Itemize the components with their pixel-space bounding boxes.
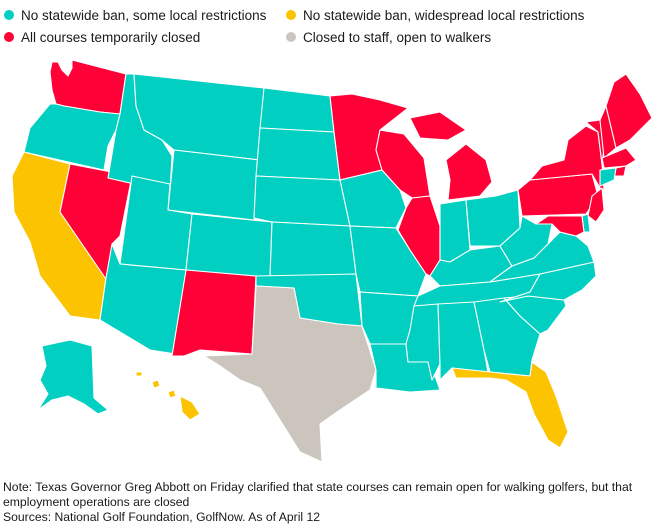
map-legend: No statewide ban, some local restriction… [4, 4, 658, 48]
state-vt [585, 119, 605, 165]
state-nc [499, 261, 597, 303]
state-me [605, 73, 653, 149]
state-ct [599, 167, 617, 187]
us-states-map [11, 59, 653, 463]
legend-swatch-widespread-local [286, 10, 296, 20]
sources-text: Sources: National Golf Foundation, GolfN… [3, 510, 321, 524]
state-ma [601, 147, 637, 169]
legend-swatch-walkers [286, 32, 296, 42]
legend-item-some-local: No statewide ban, some local restriction… [4, 8, 286, 23]
state-ak [37, 339, 109, 415]
map-notes: Note: Texas Governor Greg Abbott on Frid… [3, 480, 653, 525]
legend-label-widespread-local: No statewide ban, widespread local restr… [303, 7, 585, 23]
state-ne [253, 175, 351, 227]
state-nj [587, 187, 605, 223]
state-wy [167, 149, 261, 221]
state-co [185, 213, 273, 279]
state-il [397, 195, 441, 277]
state-tx [203, 285, 377, 463]
legend-swatch-some-local [4, 10, 14, 20]
state-mo [349, 225, 427, 297]
legend-label-walkers: Closed to staff, open to walkers [303, 29, 492, 45]
legend-item-walkers: Closed to staff, open to walkers [286, 30, 491, 45]
legend-label-some-local: No statewide ban, some local restriction… [21, 7, 267, 23]
legend-label-closed: All courses temporarily closed [21, 29, 201, 45]
note-text: Note: Texas Governor Greg Abbott on Frid… [3, 480, 633, 509]
state-md [535, 215, 585, 237]
state-hi [135, 371, 201, 421]
state-sd [255, 127, 341, 181]
state-fl [451, 361, 569, 449]
legend-item-widespread-local: No statewide ban, widespread local restr… [286, 8, 584, 23]
state-mi [409, 111, 493, 201]
legend-item-closed: All courses temporarily closed [4, 30, 286, 45]
legend-row-1: No statewide ban, some local restriction… [4, 4, 658, 26]
legend-row-2: All courses temporarily closed Closed to… [4, 26, 658, 48]
state-nd [259, 87, 335, 133]
legend-swatch-closed [4, 32, 14, 42]
state-nm [171, 269, 257, 357]
state-ks [269, 221, 357, 279]
